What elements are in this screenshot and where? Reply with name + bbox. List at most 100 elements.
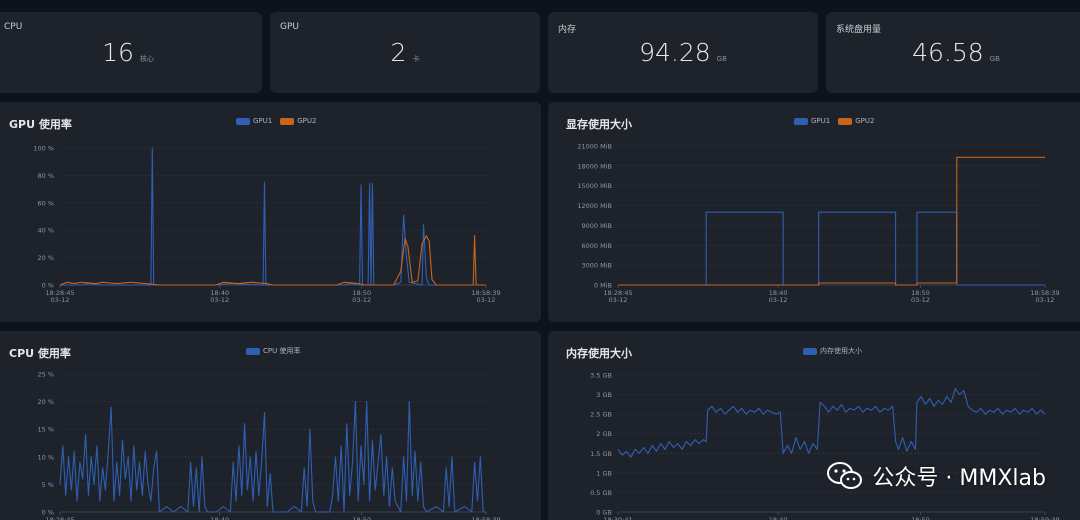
gpu-usage-chart[interactable]: 0 %20 %40 %60 %80 %100 %18:28:4503-1218:…	[0, 102, 541, 322]
y-tick-label: 0 MiB	[594, 282, 612, 290]
legend-swatch	[246, 347, 260, 355]
stat-unit: 卡	[412, 55, 420, 63]
y-tick-label: 5 %	[42, 481, 54, 489]
y-tick-label: 3000 MiB	[582, 262, 612, 270]
legend-item-gpu1[interactable]: GPU1	[794, 117, 830, 125]
legend-swatch	[280, 117, 295, 125]
y-tick-label: 2 GB	[596, 430, 612, 438]
stat-value: 16	[102, 38, 134, 67]
y-tick-label: 20 %	[37, 398, 54, 406]
series-line-cpu-使用率[interactable]	[59, 401, 486, 513]
stat-value-wrap: 46.58 GB	[826, 38, 1080, 67]
x-tick-date: 03-12	[769, 296, 788, 304]
x-tick-label: 18:50	[911, 289, 930, 297]
legend-item-memory[interactable]: 内存使用大小	[803, 346, 862, 356]
stat-label: GPU	[280, 22, 299, 32]
vram-usage-panel: 显存使用大小 GPU1 GPU2 0 MiB 3000 MiB 6000 MiB 90…	[548, 102, 1080, 322]
y-tick-label: 21000 MiB	[577, 143, 612, 151]
legend-label: 内存使用大小	[820, 347, 862, 355]
x-tick-label: 18:28:45	[603, 289, 632, 297]
cpu-usage-chart[interactable]: 0 % 5 % 10 % 15 % 20 % 25 % 18:28:45 18:40 18:50…	[0, 331, 541, 520]
watermark-text: 公众号 · MMXlab	[872, 466, 1046, 491]
x-tick-label: 18:58:39	[1030, 289, 1059, 297]
x-tick-label: 18:50	[911, 516, 930, 520]
x-tick-label: 18:59:39	[1030, 516, 1059, 520]
x-tick-label: 18:28:45	[45, 516, 74, 520]
legend-swatch	[838, 117, 853, 125]
x-tick-label: 18:28:45	[45, 289, 74, 297]
y-tick-label: 0.5 GB	[590, 489, 612, 497]
series-line-内存使用大小[interactable]	[617, 388, 1046, 458]
series-line-gpu1[interactable]	[618, 211, 1045, 286]
series-line-gpu2[interactable]	[618, 156, 1045, 286]
x-tick-date: 03-12	[51, 296, 70, 304]
x-tick-label: 18:40	[769, 516, 788, 520]
legend-label: GPU2	[297, 117, 317, 125]
legend: CPU 使用率	[246, 346, 300, 356]
legend-label: CPU 使用率	[263, 347, 301, 355]
y-tick-label: 0 %	[42, 282, 54, 290]
y-tick-label: 3 GB	[596, 391, 612, 399]
stat-value: 94.28	[639, 38, 711, 67]
series-line-gpu1[interactable]	[60, 147, 486, 286]
stat-label: 内存	[558, 25, 577, 35]
y-tick-label: 15000 MiB	[577, 182, 612, 190]
x-tick-label: 18:40	[769, 289, 788, 297]
legend-swatch	[794, 117, 808, 125]
x-tick-date: 03-12	[1036, 296, 1055, 304]
stat-card-cpu: CPU 16 核心	[0, 12, 262, 93]
panel-title: 内存使用大小	[566, 347, 632, 360]
y-tick-label: 10 %	[37, 453, 54, 461]
y-tick-label: 12000 MiB	[577, 202, 612, 210]
x-tick-label: 18:50	[352, 516, 371, 520]
stat-unit: 核心	[139, 55, 154, 63]
y-tick-label: 1 GB	[596, 469, 612, 477]
stat-unit: GB	[989, 55, 1000, 63]
legend-item-gpu2[interactable]: GPU2	[838, 117, 874, 125]
x-tick-label: 18:30:41	[603, 516, 632, 520]
x-tick-date: 03-12	[609, 296, 628, 304]
x-tick-date: 03-12	[352, 296, 371, 304]
x-tick-date: 03-12	[210, 296, 229, 304]
y-tick-label: 40 %	[37, 227, 54, 235]
memory-usage-chart[interactable]: 0 GB 0.5 GB 1 GB 1.5 GB 2 GB 2.5 GB 3 GB 3.5 GB…	[548, 331, 1080, 520]
y-tick-label: 0 %	[42, 509, 54, 517]
y-tick-label: 3.5 GB	[590, 372, 612, 380]
y-tick-label: 80 %	[37, 172, 54, 180]
memory-usage-panel: 内存使用大小 内存使用大小 0 GB 0.5 GB 1 GB 1.5 GB 2 GB 2.…	[548, 331, 1080, 520]
y-tick-label: 1.5 GB	[590, 450, 612, 458]
legend: GPU1 GPU2	[236, 117, 316, 125]
stat-unit: GB	[716, 55, 727, 63]
x-tick-date: 03-12	[911, 296, 930, 304]
legend-label: GPU1	[811, 117, 831, 125]
stat-label: 系统盘用量	[836, 25, 882, 35]
stat-value: 2	[390, 38, 407, 67]
x-tick-date: 03-12	[477, 296, 496, 304]
legend: 内存使用大小	[803, 346, 862, 356]
x-tick-label: 18:40	[210, 516, 229, 520]
x-tick-label: 18:50	[352, 289, 371, 297]
legend-item-gpu2[interactable]: GPU2	[280, 117, 316, 125]
x-tick-label: 18:58:39	[471, 289, 500, 297]
legend: GPU1 GPU2	[794, 117, 874, 125]
y-tick-label: 25 %	[37, 371, 54, 379]
cpu-usage-panel: CPU 使用率 CPU 使用率 0 % 5 % 10 % 15 % 20 % 25 % 18…	[0, 331, 541, 520]
vram-usage-chart[interactable]: 0 MiB 3000 MiB 6000 MiB 9000 MiB 12000 MiB 15…	[548, 102, 1080, 322]
legend-swatch	[803, 347, 817, 355]
legend-item-gpu1[interactable]: GPU1	[236, 117, 272, 125]
y-tick-label: 60 %	[37, 199, 54, 207]
series-line-gpu2[interactable]	[59, 235, 486, 286]
y-tick-label: 6000 MiB	[582, 242, 612, 250]
stat-card-disk: 系统盘用量 46.58 GB	[826, 12, 1080, 93]
stat-label: CPU	[4, 22, 23, 32]
y-tick-label: 0 GB	[596, 509, 612, 517]
stat-card-memory: 内存 94.28 GB	[548, 12, 818, 93]
watermark: 公众号 · MMXlab	[826, 460, 1046, 492]
x-tick-label: 18:58:39	[471, 516, 500, 520]
y-tick-label: 18000 MiB	[577, 162, 612, 170]
y-tick-label: 2.5 GB	[590, 411, 612, 419]
y-tick-label: 100 %	[33, 145, 54, 153]
legend-item-cpu[interactable]: CPU 使用率	[246, 346, 300, 356]
